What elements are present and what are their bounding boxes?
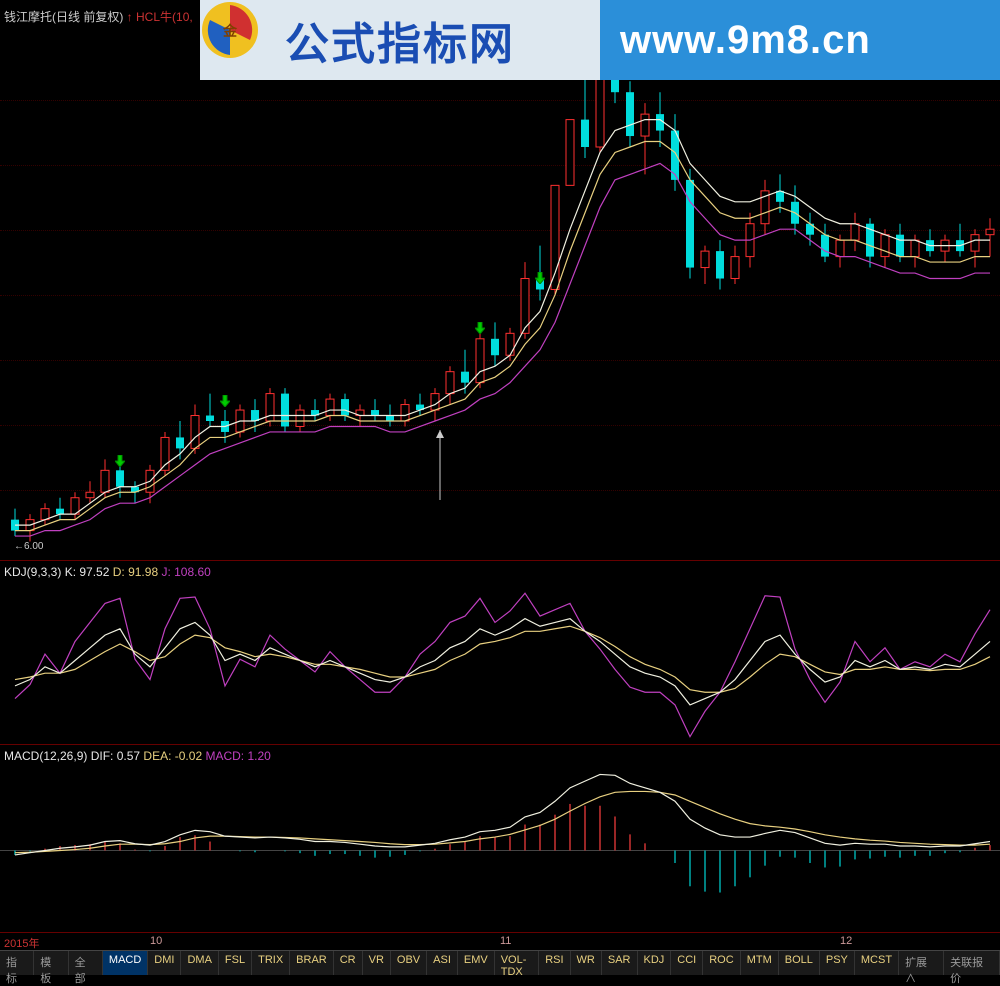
main-chart-panel: 6.00 ← — [0, 10, 1000, 558]
banner-right-text: www.9m8.cn — [620, 18, 871, 63]
macd-panel: MACD(12,26,9) DIF: 0.57 DEA: -0.02 MACD:… — [0, 744, 1000, 930]
indicator-tab-CR[interactable]: CR — [334, 951, 363, 975]
indicator-tab-KDJ[interactable]: KDJ — [638, 951, 672, 975]
macd-chart — [0, 761, 1000, 931]
indicator-tab-WR[interactable]: WR — [571, 951, 602, 975]
kdj-chart — [0, 578, 1000, 743]
candlestick-chart — [0, 10, 1000, 558]
tab-模板[interactable]: 模板 — [34, 951, 68, 975]
svg-text:金: 金 — [222, 23, 238, 39]
indicator-tab-CCI[interactable]: CCI — [671, 951, 703, 975]
indicator-tab-RSI[interactable]: RSI — [539, 951, 570, 975]
tab-关联报价[interactable]: 关联报价 — [944, 951, 1000, 975]
kdj-panel: KDJ(9,3,3) K: 97.52 D: 91.98 J: 108.60 — [0, 560, 1000, 742]
tab-指标[interactable]: 指标 — [0, 951, 34, 975]
indicator-tab-MTM[interactable]: MTM — [741, 951, 779, 975]
indicator-tab-PSY[interactable]: PSY — [820, 951, 855, 975]
chart-title: 钱江摩托(日线 前复权) ↑ HCL牛(10, — [4, 8, 193, 25]
indicator-tab-FSL[interactable]: FSL — [219, 951, 252, 975]
indicator-tab-ROC[interactable]: ROC — [703, 951, 740, 975]
banner-logo-icon: 金 — [200, 0, 260, 60]
tab-全部[interactable]: 全部 — [69, 951, 103, 975]
indicator-tab-ASI[interactable]: ASI — [427, 951, 458, 975]
indicator-tab-OBV[interactable]: OBV — [391, 951, 427, 975]
indicator-tab-VR[interactable]: VR — [363, 951, 391, 975]
tab-扩展∧[interactable]: 扩展∧ — [899, 951, 944, 975]
indicator-tab-BRAR[interactable]: BRAR — [290, 951, 334, 975]
price-tag: 6.00 — [24, 541, 43, 552]
indicator-tab-DMI[interactable]: DMI — [148, 951, 181, 975]
indicator-tab-MACD[interactable]: MACD — [103, 951, 148, 975]
indicator-tabs: 指标模板全部 MACDDMIDMAFSLTRIXBRARCRVROBVASIEM… — [0, 950, 1000, 975]
x-axis: 2015年 10 11 12 — [0, 932, 1000, 950]
indicator-tab-VOL-TDX[interactable]: VOL-TDX — [495, 951, 539, 975]
indicator-tab-MCST[interactable]: MCST — [855, 951, 899, 975]
watermark-banner: 公式指标网 金 www.9m8.cn — [200, 0, 1000, 80]
indicator-tab-BOLL[interactable]: BOLL — [779, 951, 820, 975]
indicator-tab-SAR[interactable]: SAR — [602, 951, 638, 975]
banner-left-text: 公式指标网 — [285, 8, 515, 72]
indicator-tab-DMA[interactable]: DMA — [181, 951, 218, 975]
indicator-tab-TRIX[interactable]: TRIX — [252, 951, 290, 975]
indicator-tab-EMV[interactable]: EMV — [458, 951, 495, 975]
